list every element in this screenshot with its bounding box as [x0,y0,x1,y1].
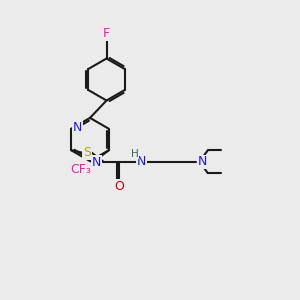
Text: N: N [73,121,83,134]
Text: N: N [137,155,146,168]
Text: N: N [197,155,207,168]
Text: N: N [92,156,101,169]
Text: CF: CF [71,164,87,177]
Text: S: S [83,146,91,159]
Text: F: F [103,27,110,40]
Text: O: O [114,180,124,193]
Text: CF₃: CF₃ [70,163,91,176]
Text: 3: 3 [85,169,91,179]
Text: H: H [131,149,139,159]
